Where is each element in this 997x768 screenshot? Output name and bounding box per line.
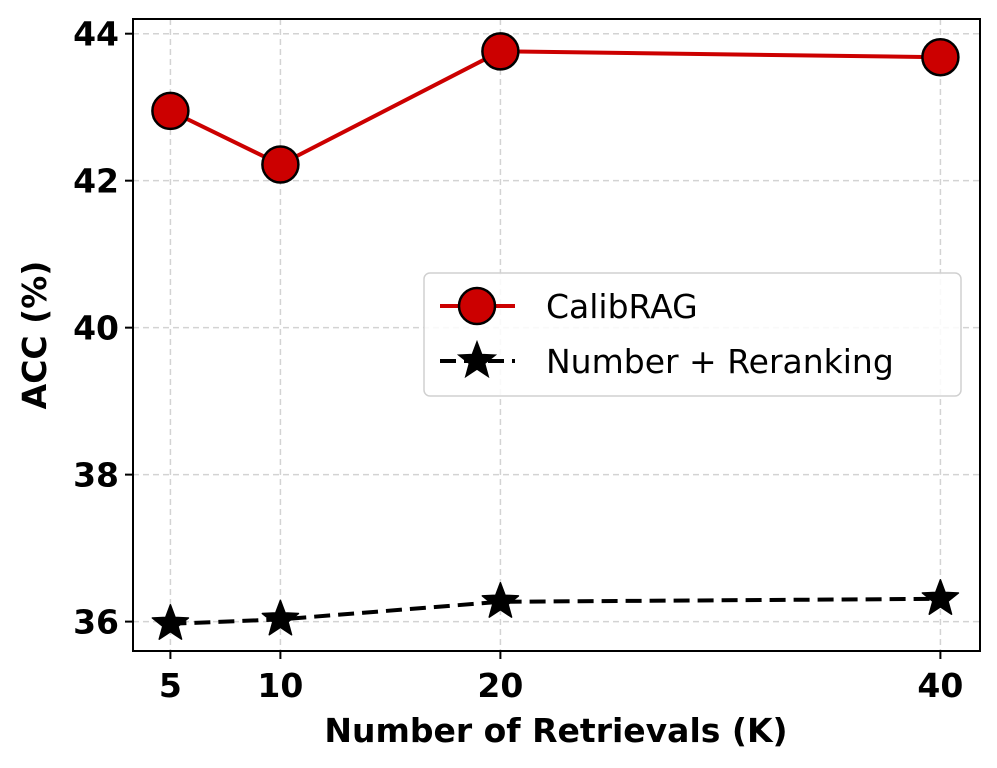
y-axis: 36 38 40 42 44	[73, 15, 133, 642]
data-point-star	[921, 579, 960, 615]
legend-label: Number + Reranking	[546, 342, 894, 381]
legend-frame	[423, 272, 962, 397]
data-point-star	[151, 604, 190, 640]
y-tick-label: 36	[73, 603, 119, 642]
legend-label: CalibRAG	[546, 287, 698, 326]
legend: CalibRAG Number + Reranking	[423, 272, 962, 397]
plot-frame	[132, 18, 981, 652]
x-tick-label: 10	[257, 666, 303, 705]
y-tick-label: 40	[73, 309, 119, 348]
data-point-circle	[151, 91, 190, 131]
series-layer	[151, 32, 960, 640]
y-tick-label: 42	[73, 162, 119, 201]
x-tick-label: 40	[917, 666, 963, 705]
x-axis: 5 10 20 40	[159, 651, 963, 705]
x-tick-label: 5	[159, 666, 182, 705]
y-tick-label: 38	[73, 456, 119, 495]
series-line	[169, 49, 941, 167]
data-point-circle	[481, 32, 520, 71]
x-axis-label: Number of Retrievals (K)	[324, 711, 787, 750]
data-point-circle	[261, 145, 300, 184]
data-point-circle	[921, 37, 960, 77]
legend-marker-circle	[457, 286, 497, 326]
y-axis-label: ACC (%)	[15, 261, 54, 410]
series-line	[170, 596, 941, 626]
x-tick-label: 20	[477, 666, 523, 705]
series-number-reranking	[151, 579, 960, 640]
y-tick-label: 44	[73, 15, 119, 54]
series-calibrag	[151, 32, 960, 184]
data-point-star	[481, 582, 520, 618]
data-point-star	[261, 599, 300, 636]
legend-marker-star	[456, 339, 498, 379]
